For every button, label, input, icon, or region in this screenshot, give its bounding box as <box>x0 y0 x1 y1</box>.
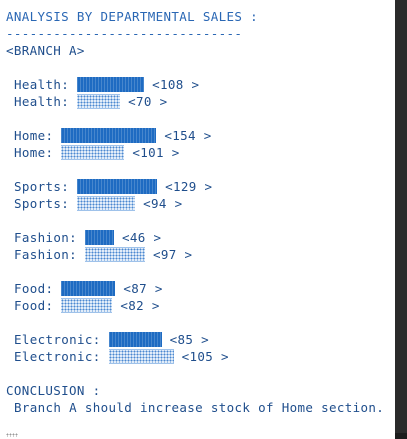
department-label: Sports: <box>14 196 70 211</box>
department-value: <82 > <box>120 298 160 313</box>
fashion-current-bar <box>85 230 115 245</box>
food-previous-bar <box>61 298 113 313</box>
health-current-bar <box>77 77 145 92</box>
department-label: Health: <box>14 94 70 109</box>
department-value: <154 > <box>164 128 212 143</box>
row-health-previous: Health: <70 > <box>14 93 168 110</box>
department-value: <70 > <box>128 94 168 109</box>
food-current-bar <box>61 281 116 296</box>
row-health-current: Health: <108 > <box>14 76 199 93</box>
department-value: <108 > <box>152 77 200 92</box>
row-sports-previous: Sports: <94 > <box>14 195 183 212</box>
department-value: <105 > <box>181 349 229 364</box>
row-home-current: Home: <154 > <box>14 127 212 144</box>
department-label: Home: <box>14 145 54 160</box>
sports-previous-bar <box>77 196 136 211</box>
department-value: <94 > <box>143 196 183 211</box>
title-underline: ------------------------------ <box>6 26 243 41</box>
fashion-previous-bar <box>85 247 146 262</box>
home-current-bar <box>61 128 157 143</box>
department-value: <97 > <box>153 247 193 262</box>
department-value: <101 > <box>132 145 180 160</box>
health-previous-bar <box>77 94 121 109</box>
row-fashion-current: Fashion: <46 > <box>14 229 161 246</box>
department-label: Home: <box>14 128 54 143</box>
row-food-previous: Food: <82 > <box>14 297 160 314</box>
department-label: Food: <box>14 281 54 296</box>
row-food-current: Food: <87 > <box>14 280 163 297</box>
department-label: Fashion: <box>14 230 78 245</box>
vertical-scrollbar[interactable] <box>395 0 407 439</box>
resize-grip-icon[interactable] <box>6 433 18 437</box>
department-label: Electronic: <box>14 332 101 347</box>
console-output: ANALYSIS BY DEPARTMENTAL SALES : -------… <box>6 9 385 415</box>
department-label: Food: <box>14 298 54 313</box>
row-electronic-current: Electronic: <85 > <box>14 331 209 348</box>
home-previous-bar <box>61 145 125 160</box>
row-fashion-previous: Fashion: <97 > <box>14 246 192 263</box>
analysis-title: ANALYSIS BY DEPARTMENTAL SALES : <box>6 9 259 24</box>
scrollbar-corner <box>395 433 407 439</box>
electronic-current-bar <box>108 332 162 347</box>
department-label: Electronic: <box>14 349 101 364</box>
department-value: <129 > <box>165 179 213 194</box>
row-electronic-previous: Electronic: <105 > <box>14 348 229 365</box>
department-value: <87 > <box>123 281 163 296</box>
conclusion-heading: CONCLUSION : <box>6 383 101 398</box>
conclusion-text: Branch A should increase stock of Home s… <box>14 400 385 415</box>
sports-current-bar <box>77 179 158 194</box>
department-value: <46 > <box>122 230 162 245</box>
department-label: Health: <box>14 77 70 92</box>
row-home-previous: Home: <101 > <box>14 144 180 161</box>
branch-label: <BRANCH A> <box>6 43 85 58</box>
department-label: Fashion: <box>14 247 78 262</box>
department-label: Sports: <box>14 179 70 194</box>
electronic-previous-bar <box>108 349 174 364</box>
row-sports-current: Sports: <129 > <box>14 178 212 195</box>
department-value: <85 > <box>169 332 210 347</box>
